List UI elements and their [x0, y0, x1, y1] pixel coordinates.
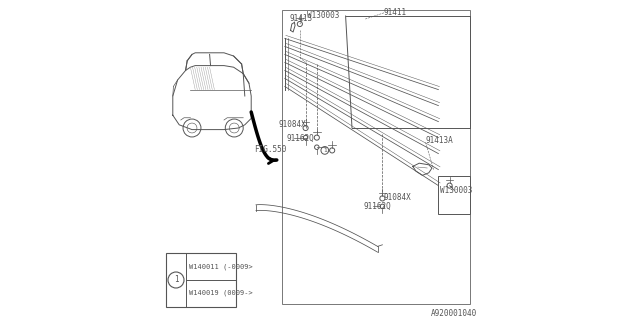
Text: A920001040: A920001040 — [430, 309, 477, 318]
Text: 91162Q: 91162Q — [364, 202, 391, 211]
Text: FIG.550: FIG.550 — [254, 145, 287, 154]
Text: W130003: W130003 — [440, 186, 472, 195]
Text: 91413: 91413 — [290, 14, 313, 23]
Bar — [282, 10, 470, 304]
Text: 91084X: 91084X — [278, 120, 306, 129]
Text: 91162Q: 91162Q — [287, 134, 314, 143]
Text: 91413A: 91413A — [426, 136, 453, 145]
Text: 91084X: 91084X — [384, 193, 412, 202]
Text: W130003: W130003 — [307, 11, 340, 20]
Bar — [438, 176, 470, 214]
Text: 1: 1 — [323, 148, 326, 153]
Text: 1: 1 — [173, 276, 179, 284]
Bar — [166, 253, 236, 307]
Text: W140011 (-0009>: W140011 (-0009> — [189, 263, 253, 270]
Text: 91411: 91411 — [384, 8, 407, 17]
Text: W140019 (0009->: W140019 (0009-> — [189, 290, 253, 296]
